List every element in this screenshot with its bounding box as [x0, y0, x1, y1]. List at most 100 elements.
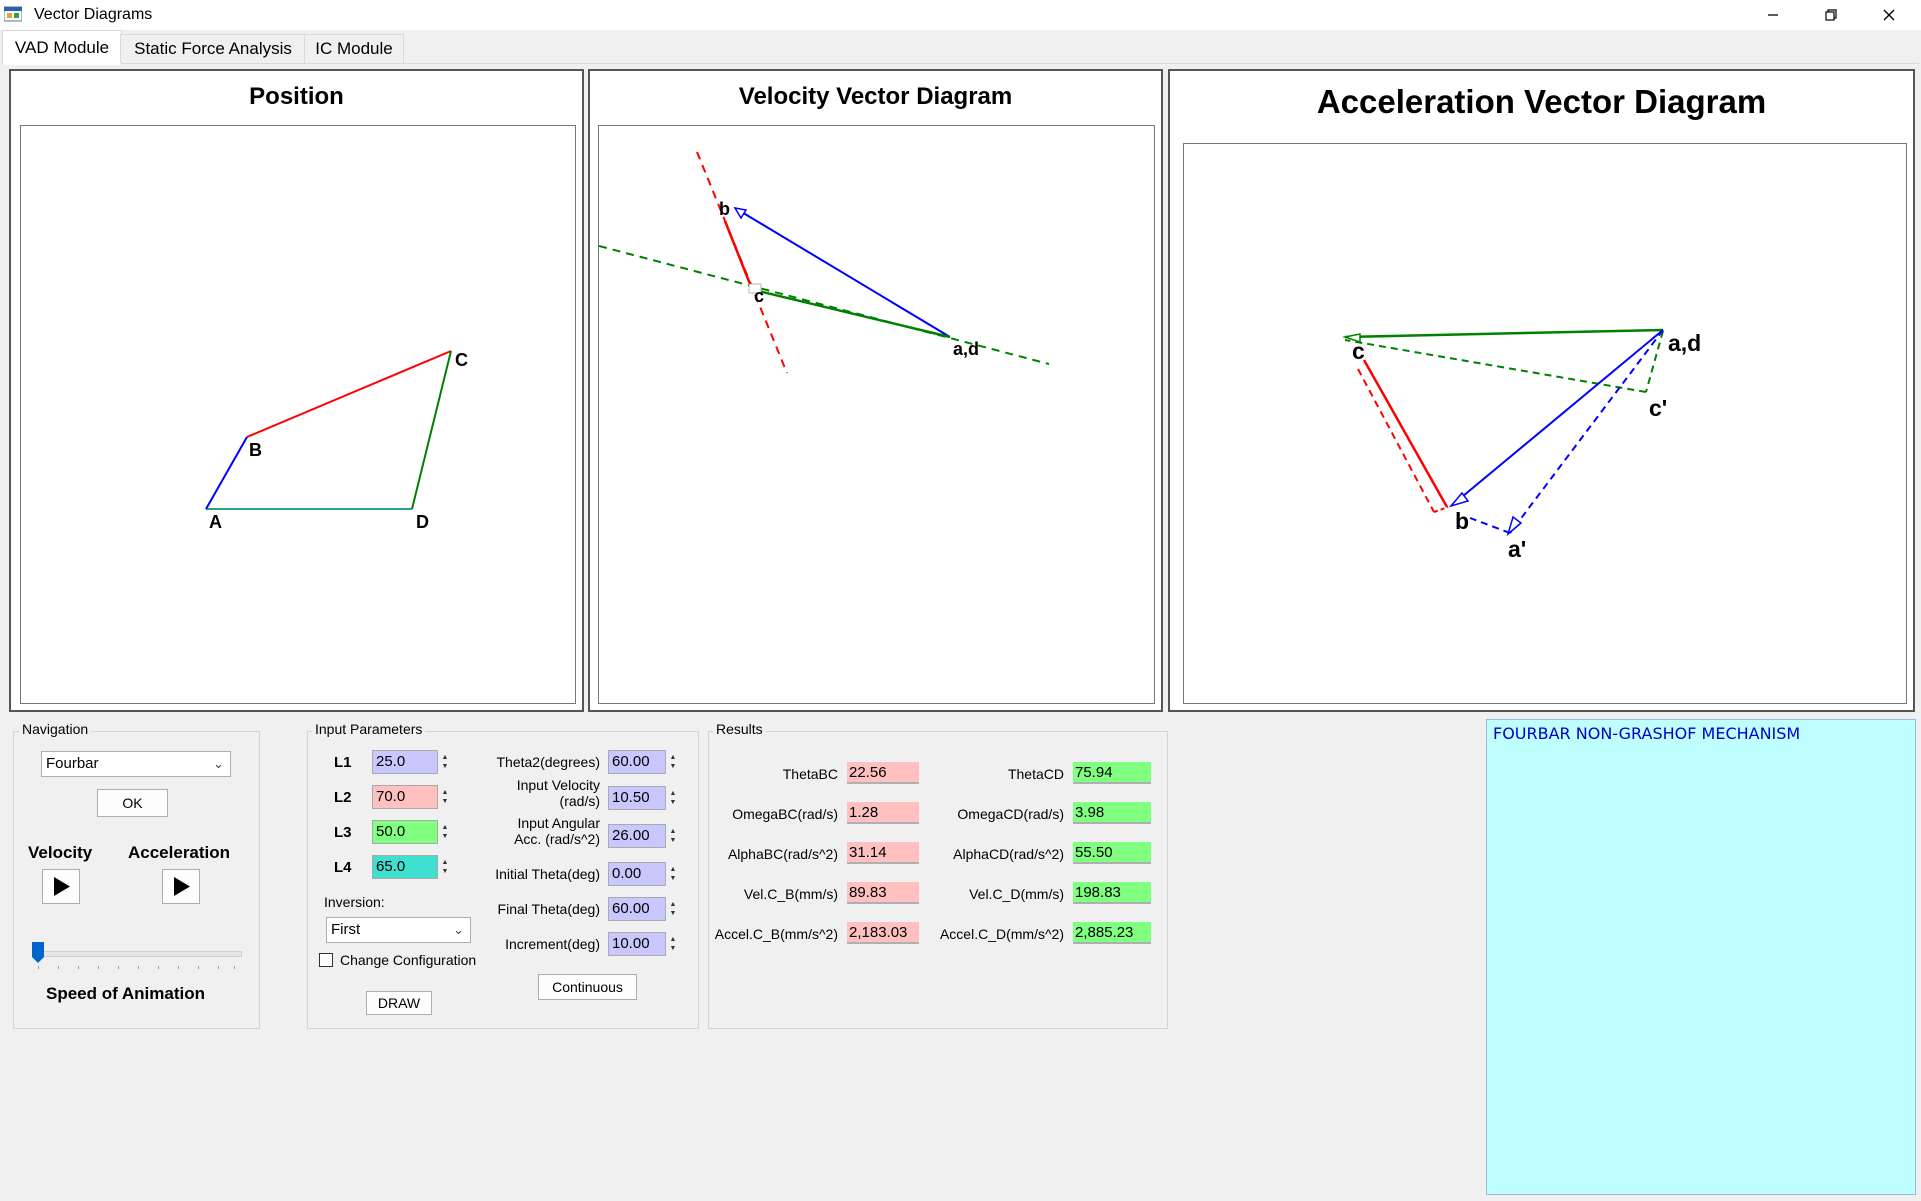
link-bc: [246, 350, 452, 438]
close-button[interactable]: [1860, 0, 1918, 30]
navigation-title: Navigation: [19, 721, 92, 737]
accel-label-a-prime: a': [1508, 536, 1526, 562]
link-spinner-l1[interactable]: ▲ ▼: [438, 751, 452, 773]
angle-label-0: Theta2(degrees): [496, 754, 600, 770]
angle-input-1[interactable]: 10.50: [608, 786, 666, 810]
link-ab: [205, 436, 248, 510]
label-b: B: [249, 440, 262, 460]
chevron-down-icon: ⌄: [453, 922, 464, 937]
link-label-l2: L2: [334, 789, 352, 806]
position-canvas[interactable]: A B C D: [20, 125, 576, 704]
result-label-left-0: ThetaBC: [782, 766, 838, 782]
up-arrow-icon: ▲: [669, 901, 677, 908]
change-configuration-label: Change Configuration: [340, 952, 477, 968]
down-arrow-icon: ▼: [669, 875, 677, 882]
link-label-l3: L3: [334, 824, 352, 841]
result-value-left-2: 31.14: [847, 842, 919, 864]
input-parameters-group: [307, 731, 699, 1029]
up-arrow-icon: ▲: [669, 754, 677, 761]
link-input-l3[interactable]: 50.0: [372, 820, 438, 844]
change-configuration-checkbox[interactable]: [319, 953, 333, 967]
down-arrow-icon: ▼: [441, 868, 449, 875]
slider-ticks: [38, 966, 235, 969]
velocity-vector-cb: [723, 220, 752, 285]
link-input-l1[interactable]: 25.0: [372, 750, 438, 774]
down-arrow-icon: ▼: [669, 799, 677, 806]
results-left-column: ThetaBC 22.56 OmegaBC(rad/s) 1.28 AlphaBC(ra…: [712, 762, 922, 944]
angle-input-2[interactable]: 26.00: [608, 824, 666, 848]
velocity-vector-ab: [734, 207, 951, 338]
draw-button[interactable]: DRAW: [366, 991, 432, 1015]
accel-ab-normal: [1509, 329, 1664, 534]
angle-spinner-2[interactable]: ▲ ▼: [666, 825, 680, 847]
inversion-select[interactable]: First ⌄: [326, 917, 471, 943]
result-label-right-2: AlphaCD(rad/s^2): [953, 846, 1064, 862]
up-arrow-icon: ▲: [441, 754, 449, 761]
slider-thumb[interactable]: [32, 942, 44, 964]
velocity-marker-c: [748, 283, 762, 294]
velocity-label: Velocity: [28, 843, 93, 862]
accel-arrowhead-a-prime: [1506, 515, 1523, 537]
angle-input-0[interactable]: 60.00: [608, 750, 666, 774]
velocity-play-button[interactable]: [42, 869, 80, 904]
up-arrow-icon: ▲: [441, 824, 449, 831]
minimize-button[interactable]: [1744, 0, 1802, 30]
slider-track: [32, 951, 242, 957]
angle-spinner-5[interactable]: ▲ ▼: [666, 933, 680, 955]
link-input-l2[interactable]: 70.0: [372, 785, 438, 809]
play-icon: [54, 877, 70, 896]
result-label-right-4: Accel.C_D(mm/s^2): [939, 926, 1064, 942]
result-label-left-1: OmegaBC(rad/s): [732, 806, 838, 822]
up-arrow-icon: ▲: [669, 936, 677, 943]
angle-input-4[interactable]: 60.00: [608, 897, 666, 921]
accel-cd-tangential: [1344, 339, 1647, 393]
speed-of-animation-label: Speed of Animation: [46, 984, 205, 1003]
link-lengths: L1 25.0 ▲ ▼ L2 70.0 ▲ ▼ L3 50.0 ▲ ▼ L4 65.0 ▲ ▼: [330, 750, 460, 890]
angle-input-5[interactable]: 10.00: [608, 932, 666, 956]
angle-input-3[interactable]: 0.00: [608, 862, 666, 886]
tab-ic-module[interactable]: IC Module: [304, 34, 404, 63]
results-right-column: ThetaCD 75.94 OmegaCD(rad/s) 3.98 AlphaCD(ra…: [933, 762, 1151, 944]
up-arrow-icon: ▲: [669, 790, 677, 797]
window-title: Vector Diagrams: [34, 6, 153, 23]
result-value-right-2: 55.50: [1073, 842, 1151, 864]
acceleration-title: Acceleration Vector Diagram: [1316, 83, 1767, 120]
speed-slider[interactable]: [32, 942, 242, 970]
link-spinner-l2[interactable]: ▲ ▼: [438, 786, 452, 808]
mechanism-select[interactable]: Fourbar ⌄: [41, 751, 231, 777]
acceleration-play-button[interactable]: [162, 869, 200, 904]
tab-static-force-analysis[interactable]: Static Force Analysis: [120, 34, 306, 63]
acceleration-canvas[interactable]: c a,d c' b a': [1183, 143, 1907, 704]
tab-vad-module[interactable]: VAD Module: [2, 30, 122, 65]
velocity-canvas[interactable]: b c a,d: [598, 125, 1155, 704]
down-arrow-icon: ▼: [669, 763, 677, 770]
continuous-button[interactable]: Continuous: [538, 974, 637, 1000]
angle-spinner-0[interactable]: ▲ ▼: [666, 751, 680, 773]
result-value-right-4: 2,885.23: [1073, 922, 1151, 944]
acceleration-panel: Acceleration Vector Diagram c a,d c' b a…: [1168, 69, 1915, 712]
angle-spinner-1[interactable]: ▲ ▼: [666, 787, 680, 809]
up-arrow-icon: ▲: [441, 859, 449, 866]
down-arrow-icon: ▼: [669, 945, 677, 952]
up-arrow-icon: ▲: [669, 866, 677, 873]
angle-spinner-3[interactable]: ▲ ▼: [666, 863, 680, 885]
ok-button[interactable]: OK: [97, 789, 168, 817]
down-arrow-icon: ▼: [669, 910, 677, 917]
play-icon: [174, 877, 190, 896]
result-value-left-4: 2,183.03: [847, 922, 919, 944]
angle-parameters: Theta2(degrees) 60.00 ▲ ▼ Input Velocity (ra…: [472, 750, 692, 962]
accel-arrowhead-c: [1342, 333, 1361, 344]
accel-vector-c: [1344, 328, 1664, 339]
maximize-button[interactable]: [1802, 0, 1860, 30]
result-label-right-3: Vel.C_D(mm/s): [969, 886, 1064, 902]
accel-cb-normal: [1357, 368, 1435, 513]
velocity-label-ad: a,d: [953, 339, 979, 359]
link-spinner-l3[interactable]: ▲ ▼: [438, 821, 452, 843]
link-spinner-l4[interactable]: ▲ ▼: [438, 856, 452, 878]
angle-spinner-4[interactable]: ▲ ▼: [666, 898, 680, 920]
restore-icon: [1825, 9, 1837, 21]
velocity-arrowhead-ab: [733, 206, 748, 220]
down-arrow-icon: ▼: [441, 798, 449, 805]
link-input-l4[interactable]: 65.0: [372, 855, 438, 879]
result-value-left-3: 89.83: [847, 882, 919, 904]
